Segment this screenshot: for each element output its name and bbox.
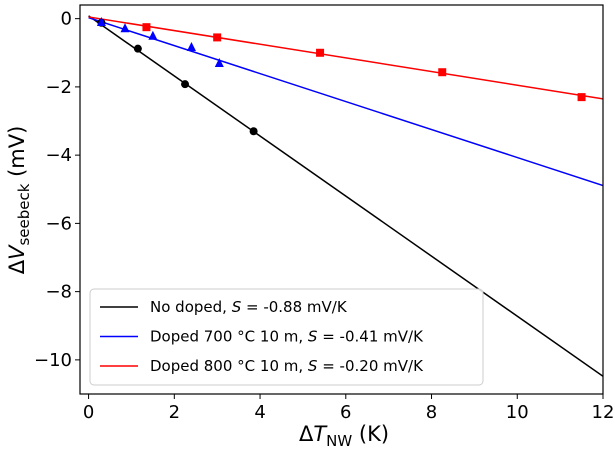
y-tick-label-2: −4 — [45, 145, 72, 166]
data-point-series-0-1 — [133, 44, 142, 53]
data-point-series-2-3 — [438, 68, 447, 77]
legend-label-prefix-0: No doped, — [150, 298, 232, 316]
x-tick-label-2: 4 — [254, 402, 265, 423]
legend-frame — [89, 288, 484, 386]
legend-label-suffix-1: = -0.41 mV/K — [317, 328, 424, 346]
x-axis-label-sub: NW — [326, 432, 352, 450]
data-point-series-2-2 — [316, 48, 325, 57]
y-tick-label-3: −6 — [45, 213, 72, 234]
data-point-series-2-4 — [577, 93, 586, 102]
fit-line-series-1 — [88, 16, 603, 187]
y-axis-label-prefix: Δ — [5, 259, 29, 274]
legend: No doped, S = -0.88 mV/K Doped 700 °C 10 … — [89, 288, 484, 386]
y-axis-label-suffix: (mV) — [5, 126, 29, 184]
legend-label-0: No doped, S = -0.88 mV/K — [150, 298, 348, 316]
fit-line-series-2 — [88, 16, 603, 100]
plot-layer — [88, 15, 603, 377]
plot-frame — [79, 4, 604, 395]
y-tick-label-1: −2 — [45, 77, 72, 98]
x-tick-label-0: 0 — [83, 402, 94, 423]
data-point-series-2-1 — [213, 33, 222, 42]
fit-line-series-0 — [88, 15, 603, 377]
legend-label-symbol-2: S — [308, 357, 318, 375]
y-tick-label-0: 0 — [61, 9, 72, 30]
x-tick-label-3: 6 — [340, 402, 351, 423]
x-tick-label-1: 2 — [169, 402, 180, 423]
legend-label-symbol-1: S — [308, 328, 318, 346]
y-axis-label-main: V — [5, 244, 29, 260]
data-point-series-0-2 — [181, 80, 190, 89]
legend-label-suffix-0: = -0.88 mV/K — [241, 298, 348, 316]
legend-label-symbol-0: S — [232, 298, 242, 316]
axes-layer: 0 2 4 6 8 10 12 0 −2 −4 −6 −8 −10 — [34, 4, 615, 423]
x-axis-label: ΔTNW (K) — [299, 422, 389, 450]
x-tick-label-5: 10 — [506, 402, 529, 423]
legend-label-2: Doped 800 °C 10 m, S = -0.20 mV/K — [150, 357, 424, 375]
y-axis-label: ΔVseebeck (mV) — [5, 126, 33, 275]
data-point-series-2-0 — [142, 23, 151, 32]
y-tick-label-4: −8 — [45, 282, 72, 303]
data-point-series-1-4 — [214, 58, 224, 68]
x-tick-label-4: 8 — [426, 402, 437, 423]
data-point-series-1-0 — [96, 17, 106, 27]
x-axis-label-main: T — [313, 422, 328, 446]
data-point-series-1-2 — [148, 30, 158, 40]
legend-label-suffix-2: = -0.20 mV/K — [317, 357, 424, 375]
y-tick-label-5: −10 — [34, 350, 72, 371]
data-point-series-1-1 — [120, 23, 130, 33]
y-axis-label-sub: seebeck — [15, 183, 33, 245]
legend-label-prefix-2: Doped 800 °C 10 m, — [150, 357, 308, 375]
legend-label-prefix-1: Doped 700 °C 10 m, — [150, 328, 308, 346]
data-point-series-0-3 — [249, 127, 258, 136]
legend-label-1: Doped 700 °C 10 m, S = -0.41 mV/K — [150, 328, 424, 346]
x-axis-label-prefix: Δ — [299, 422, 314, 446]
x-axis-label-suffix: (K) — [352, 422, 389, 446]
data-point-series-1-3 — [186, 41, 196, 51]
x-tick-label-6: 12 — [592, 402, 615, 423]
